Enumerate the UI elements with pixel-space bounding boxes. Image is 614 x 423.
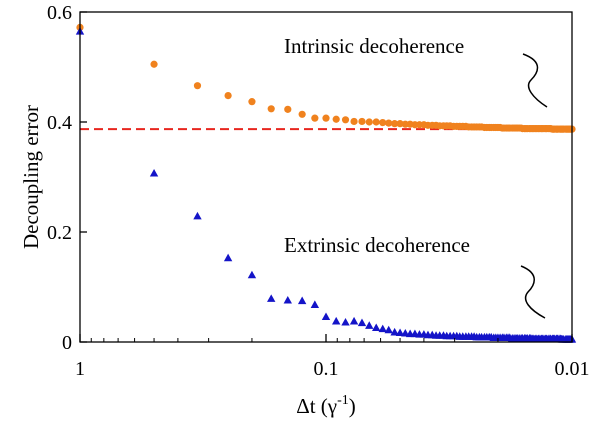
extrinsic-data-point (297, 296, 307, 305)
intrinsic-decoherence-annotation: Intrinsic decoherence (284, 34, 464, 58)
series-0-group (76, 23, 576, 133)
series-1-group (75, 27, 577, 343)
extrinsic-data-point (193, 211, 202, 220)
x-tick-label: 0.1 (314, 358, 339, 380)
extrinsic-data-point (267, 294, 276, 302)
intrinsic-data-point (193, 82, 202, 90)
x-axis-label-main: Δt (γ (296, 394, 337, 418)
x-axis-label: Δt (γ-1) (296, 393, 356, 418)
intrinsic-data-point (322, 114, 330, 122)
intrinsic-data-point (385, 119, 393, 127)
y-axis-label: Decoupling error (19, 105, 43, 249)
intrinsic-data-point (391, 120, 399, 128)
intrinsic-data-point (150, 60, 158, 68)
series-layer (75, 23, 577, 343)
y-tick-label: 0 (62, 332, 72, 354)
extrinsic-data-point (223, 253, 233, 262)
extrinsic-data-point (310, 300, 320, 308)
intrinsic-data-point (358, 117, 366, 126)
intrinsic-data-point (379, 118, 387, 127)
extrinsic-data-point (365, 321, 374, 329)
extrinsic-data-point (341, 318, 350, 326)
intrinsic-data-point (224, 92, 232, 100)
intrinsic-data-point (332, 115, 340, 123)
extrinsic-data-point (357, 318, 367, 327)
extrinsic-data-point (390, 327, 399, 336)
extrinsic-data-point (384, 325, 393, 334)
intrinsic-data-point (284, 105, 292, 113)
intrinsic-data-point (298, 110, 306, 118)
intrinsic-data-point (267, 105, 275, 113)
intrinsic-data-point (311, 114, 319, 122)
x-tick-label: 0.01 (555, 358, 590, 380)
y-tick-label: 0.6 (47, 2, 72, 24)
extrinsic-data-point (331, 316, 341, 325)
intrinsic-data-point (365, 118, 373, 126)
y-tick-label: 0.4 (47, 112, 72, 134)
x-axis-label-superscript: -1 (337, 393, 349, 408)
ticks-layer: 0 0.2 0.4 0.6 1 0.1 0.01 (47, 2, 590, 380)
y-tick-label: 0.2 (47, 222, 72, 244)
intrinsic-data-point (350, 117, 358, 126)
intrinsic-data-point (372, 118, 380, 126)
x-axis-label-close: ) (349, 394, 356, 418)
extrinsic-data-point (247, 270, 257, 279)
extrinsic-data-point (372, 323, 381, 332)
extrinsic-data-point (395, 328, 405, 337)
x-tick-label: 1 (75, 358, 85, 380)
intrinsic-data-point (341, 116, 350, 124)
extrinsic-data-point (349, 316, 359, 325)
intrinsic-pointer-squiggle (522, 53, 548, 108)
extrinsic-data-point (378, 324, 387, 333)
intrinsic-data-point (396, 120, 404, 128)
extrinsic-data-point (321, 312, 331, 321)
extrinsic-data-point (283, 296, 292, 304)
extrinsic-data-point (149, 168, 159, 177)
intrinsic-data-point (248, 98, 256, 106)
extrinsic-pointer-squiggle (520, 265, 546, 319)
extrinsic-decoherence-annotation: Extrinsic decoherence (284, 233, 470, 257)
